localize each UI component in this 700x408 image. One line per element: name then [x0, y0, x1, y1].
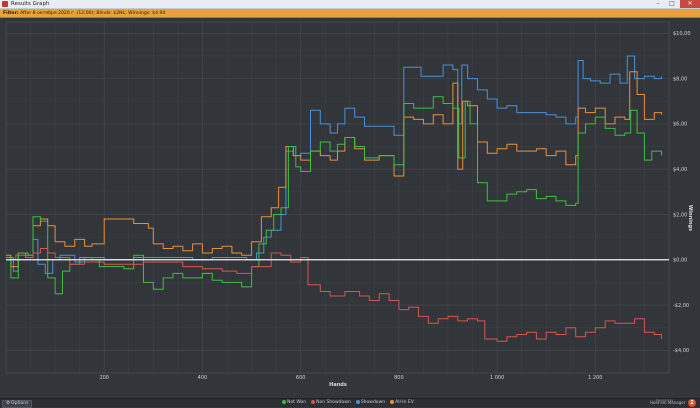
chart-grid [5, 21, 670, 374]
brand-text: Powered by Hold'em Manager [650, 398, 686, 407]
gear-icon: ⚙ [6, 401, 11, 406]
x-tick-label: 200 [99, 375, 109, 381]
y-tick-label: $6,00 [673, 122, 687, 128]
filter-label: Filter: [3, 11, 19, 16]
x-tick-label: 600 [296, 375, 306, 381]
results-chart[interactable]: 200 400 600 800 1 000 1 200 $10,00$8,00$6,00$… [0, 18, 700, 398]
legend-dot-icon [311, 399, 316, 404]
legend-item[interactable]: Non Showdown [311, 399, 351, 407]
filter-value: After 8 октября 2020 г. (12:00); Blinds:… [20, 11, 166, 16]
legend-label: Net Won [287, 400, 307, 405]
series-line-non-showdown [6, 248, 663, 342]
legend-label: All-In EV [395, 400, 414, 405]
brand-name: Hold'em Manager [650, 400, 686, 405]
options-label: Options [11, 401, 29, 406]
brand-powered: Powered by [656, 398, 674, 402]
brand-logo-icon: 2 [688, 399, 696, 407]
filter-bar[interactable]: Filter: After 8 октября 2020 г. (12:00);… [0, 9, 700, 18]
legend-label: Showdown [360, 400, 386, 405]
legend-dot-icon [390, 399, 395, 404]
window-title: Results Graph [11, 1, 50, 7]
x-tick-label: 800 [394, 375, 404, 381]
chart-series [6, 55, 669, 342]
y-tick-label: $4,00 [673, 167, 687, 173]
app-icon [2, 1, 8, 7]
y-tick-label: $8,00 [673, 76, 687, 82]
x-tick-label: 1 000 [490, 375, 504, 381]
legend-dot-icon [282, 399, 286, 404]
series-line-all-in-ev [6, 71, 663, 268]
x-axis-label: Hands [329, 382, 347, 388]
y-tick-label: $0,00 [673, 258, 687, 264]
x-tick-label: 1 200 [588, 375, 602, 381]
y-tick-label: $2,00 [673, 212, 687, 218]
close-button[interactable]: ✕ [680, 0, 700, 8]
legend-item[interactable]: All-In EV [390, 399, 414, 407]
legend-label: Non Showdown [316, 400, 351, 405]
chart-legend: Net Won Non Showdown Showdown All-In EV [282, 399, 419, 407]
filter-text: Filter: After 8 октября 2020 г. (12:00);… [3, 9, 165, 18]
plot-border [5, 21, 670, 374]
x-axis-ticks: 200 400 600 800 1 000 1 200 [99, 375, 602, 381]
minimize-button[interactable]: – [656, 0, 660, 7]
legend-item[interactable]: Showdown [355, 399, 386, 407]
y-tick-label: $10,00 [673, 31, 691, 37]
x-tick-label: 400 [198, 375, 208, 381]
legend-item[interactable]: Net Won [282, 399, 306, 407]
y-axis-label: Winnings [687, 205, 693, 231]
window-titlebar: Results Graph – □ ✕ [0, 0, 700, 9]
y-tick-label: -$2,00 [673, 303, 689, 309]
series-line-net-won [6, 96, 663, 295]
y-axis-ticks: $10,00 $8,00 $6,00 $4,00 $2,00 $0,00 -$2,00 -$4… [673, 31, 691, 354]
maximize-button[interactable]: □ [669, 0, 675, 7]
legend-dot-icon [355, 399, 360, 404]
y-tick-label: -$4,00 [673, 348, 689, 354]
status-bar: ⚙Options Net Won Non Showdown Showdown All-… [0, 398, 700, 408]
